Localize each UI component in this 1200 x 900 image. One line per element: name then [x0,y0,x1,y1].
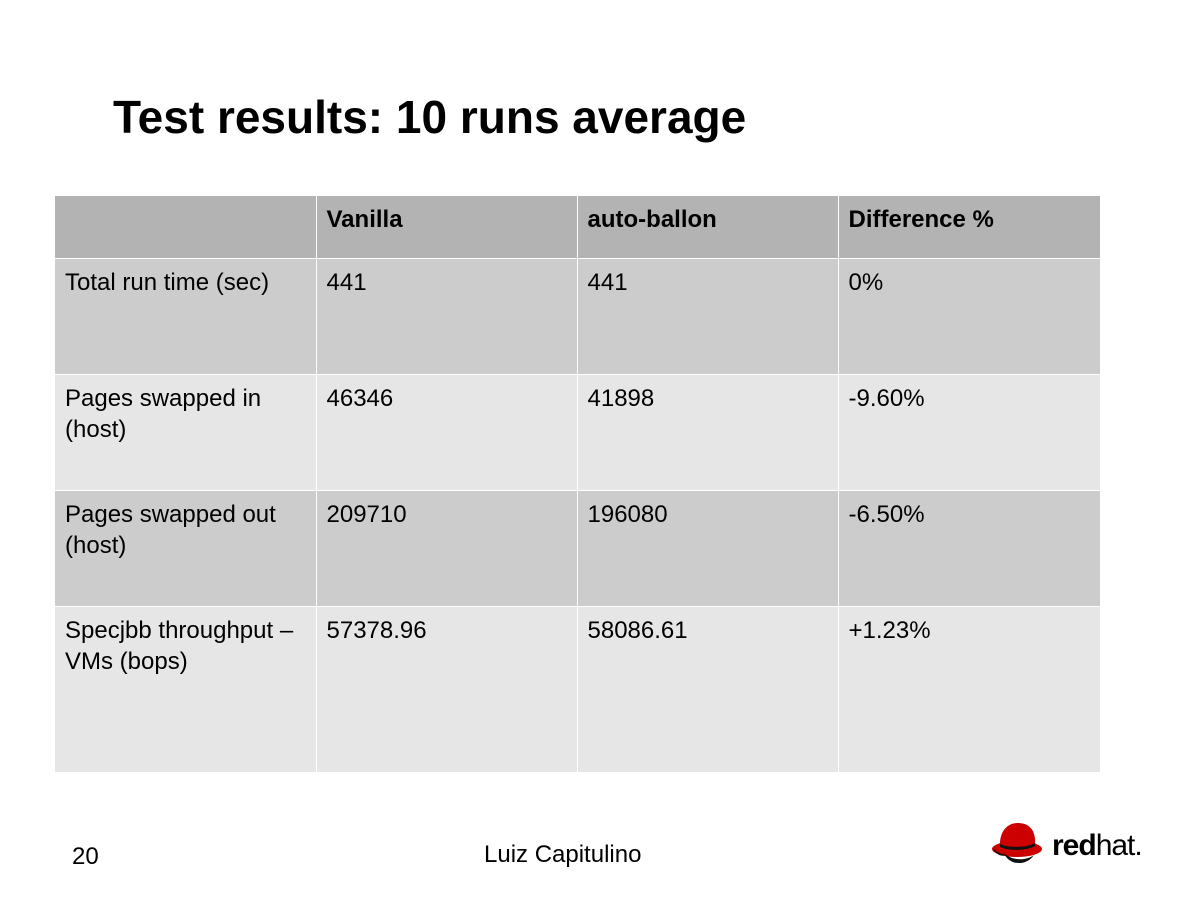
difference-value: +1.23% [838,606,1100,773]
logo-text-red: red [1052,829,1097,862]
vanilla-value: 57378.96 [316,606,578,773]
logo-text-mark: . [1134,829,1142,862]
header-cell-vanilla: Vanilla [316,196,578,259]
row-label: Specjbb throughput – VMs (bops) [55,606,317,773]
auto-ballon-value: 41898 [577,374,839,491]
auto-ballon-value: 196080 [577,490,839,607]
table-row: Pages swapped in (host) 46346 41898 -9.6… [55,374,1100,491]
row-label: Total run time (sec) [55,258,317,375]
table-row: Specjbb throughput – VMs (bops) 57378.96… [55,606,1100,773]
table-header-row: Vanilla auto-ballon Difference % [55,196,1100,259]
author-name: Luiz Capitulino [484,841,642,868]
slide-number: 20 [72,843,99,870]
row-label: Pages swapped out (host) [55,490,317,607]
redhat-logo: redhat. [990,815,1160,875]
auto-ballon-value: 441 [577,258,839,375]
difference-value: -6.50% [838,490,1100,607]
difference-value: 0% [838,258,1100,375]
header-cell-empty [55,196,317,259]
vanilla-value: 209710 [316,490,578,607]
auto-ballon-value: 58086.61 [577,606,839,773]
row-label: Pages swapped in (host) [55,374,317,491]
table-row: Total run time (sec) 441 441 0% [55,258,1100,375]
red-fedora-hat-icon [992,823,1042,864]
table-row: Pages swapped out (host) 209710 196080 -… [55,490,1100,607]
difference-value: -9.60% [838,374,1100,491]
header-cell-auto-ballon: auto-ballon [577,196,839,259]
redhat-wordmark: redhat. [1052,829,1143,863]
header-cell-difference: Difference % [838,196,1100,259]
results-table: Vanilla auto-ballon Difference % Total r… [55,196,1100,773]
vanilla-value: 46346 [316,374,578,491]
vanilla-value: 441 [316,258,578,375]
logo-text-hat: hat [1095,829,1136,862]
slide-title: Test results: 10 runs average [113,91,747,143]
